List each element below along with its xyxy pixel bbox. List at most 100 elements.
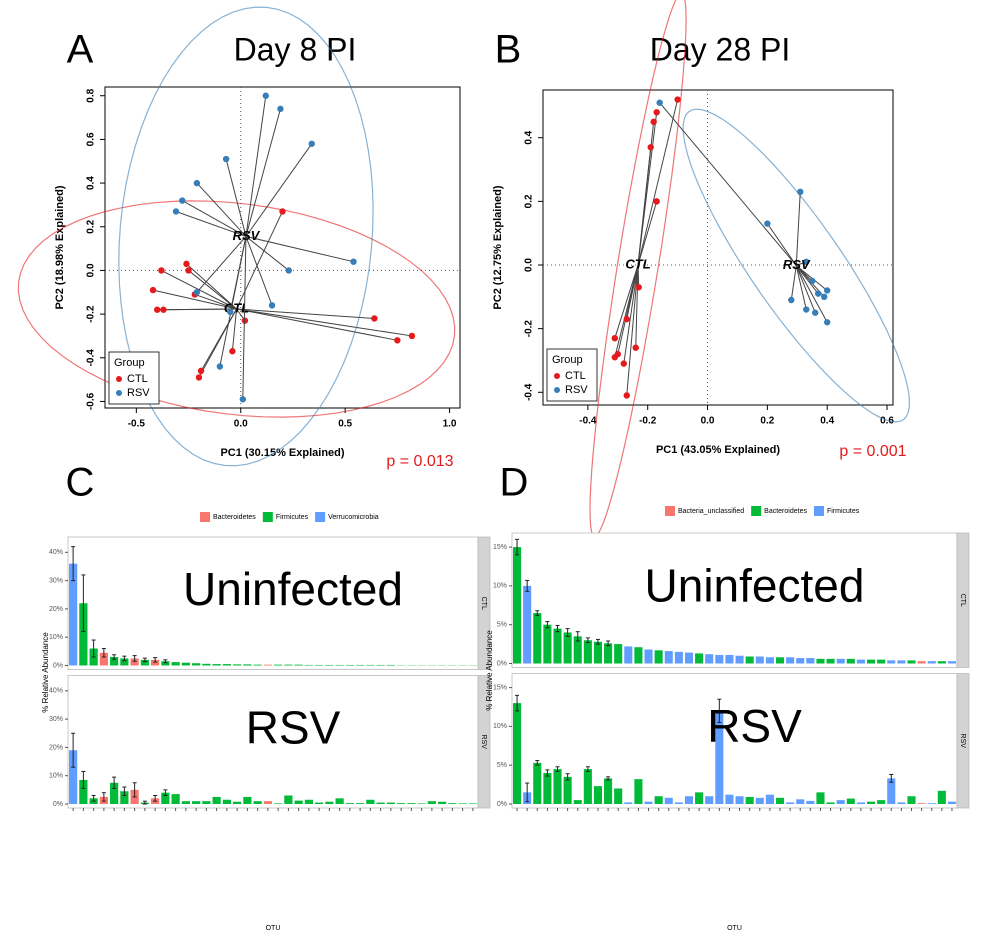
bar [796, 799, 805, 804]
bar [233, 664, 242, 666]
point [183, 260, 190, 268]
point [197, 367, 205, 375]
bar [806, 800, 815, 804]
panel-background [67, 675, 479, 809]
bar [583, 769, 592, 804]
bar [816, 792, 825, 804]
p-value: p = 0.013 [386, 453, 453, 470]
bar [212, 796, 221, 804]
bar [274, 664, 283, 666]
spider-line [245, 143, 313, 237]
spider-line [245, 235, 354, 263]
bar [836, 658, 845, 664]
bar [664, 797, 673, 804]
legend-swatch [751, 506, 762, 516]
point [154, 306, 161, 313]
error-bar [555, 766, 560, 772]
spider-line [626, 264, 639, 320]
bar [907, 796, 916, 804]
point [620, 360, 627, 367]
plot-frame [104, 86, 461, 409]
bar [775, 657, 785, 664]
bar [786, 657, 795, 664]
bar [846, 798, 855, 804]
bar [181, 662, 190, 666]
y-tick-label: -0.4 [524, 383, 535, 401]
point [611, 334, 618, 342]
spider-line [231, 308, 238, 352]
bar [877, 659, 886, 664]
point [262, 92, 269, 99]
bar [947, 661, 956, 664]
facet-strip-label: RSV [480, 735, 487, 750]
bar [684, 796, 694, 804]
spider-line [186, 263, 237, 310]
spider-line [194, 293, 237, 310]
bar [468, 803, 477, 804]
bar [202, 801, 211, 804]
facet-strip [956, 673, 970, 809]
y-tick-label: 0% [53, 662, 63, 669]
point [656, 99, 663, 106]
bar [438, 801, 447, 804]
bar [212, 664, 221, 666]
bar [69, 563, 78, 666]
bar [765, 657, 774, 664]
bar [563, 632, 572, 664]
point [635, 284, 642, 291]
y-tick-label: 30% [49, 716, 63, 723]
error-bar [132, 782, 137, 798]
point [815, 290, 822, 297]
y-tick-label: 0.2 [524, 194, 535, 208]
point [823, 319, 831, 326]
bar [345, 803, 354, 804]
spider-line [766, 223, 797, 266]
bar [99, 652, 108, 666]
spider-line [795, 265, 819, 294]
bar [604, 643, 613, 664]
bar [715, 654, 724, 664]
legend-label: Firmicutes [827, 508, 860, 515]
legend-swatch [813, 506, 824, 516]
point [279, 208, 286, 215]
bar [705, 796, 714, 804]
error-bar [71, 546, 76, 582]
bar [181, 801, 190, 804]
x-axis-label: OTU [727, 925, 742, 932]
bar [573, 636, 582, 664]
point [285, 267, 292, 274]
bar [897, 660, 906, 664]
error-bar [122, 655, 127, 662]
bar [294, 664, 303, 666]
p-value: p = 0.001 [839, 443, 906, 460]
point [241, 317, 249, 324]
y-tick-label: 0.2 [86, 219, 97, 233]
point [647, 144, 654, 151]
bar [513, 703, 522, 804]
x-tick-label: 0.2 [760, 416, 774, 427]
bar [796, 658, 805, 664]
spider-line [635, 264, 639, 348]
x-tick-label: 0.6 [880, 416, 894, 427]
point [408, 332, 416, 340]
error-bar [122, 786, 127, 797]
bar [315, 802, 324, 804]
y-axis-label: PC2 (18.98% Explained) [54, 185, 66, 309]
point [179, 197, 186, 204]
bar [644, 801, 653, 804]
bar [397, 803, 406, 804]
bar [887, 778, 896, 804]
y-tick-label: -0.4 [86, 349, 97, 367]
bar [674, 651, 683, 664]
point [222, 155, 230, 163]
spider-line [188, 270, 237, 310]
bar [836, 800, 845, 804]
point [229, 348, 236, 355]
point [623, 315, 630, 323]
spider-line [198, 308, 237, 378]
bar [543, 624, 552, 664]
bar [233, 801, 242, 804]
error-bar [595, 638, 600, 645]
bar [543, 772, 552, 804]
error-bar [555, 624, 560, 633]
